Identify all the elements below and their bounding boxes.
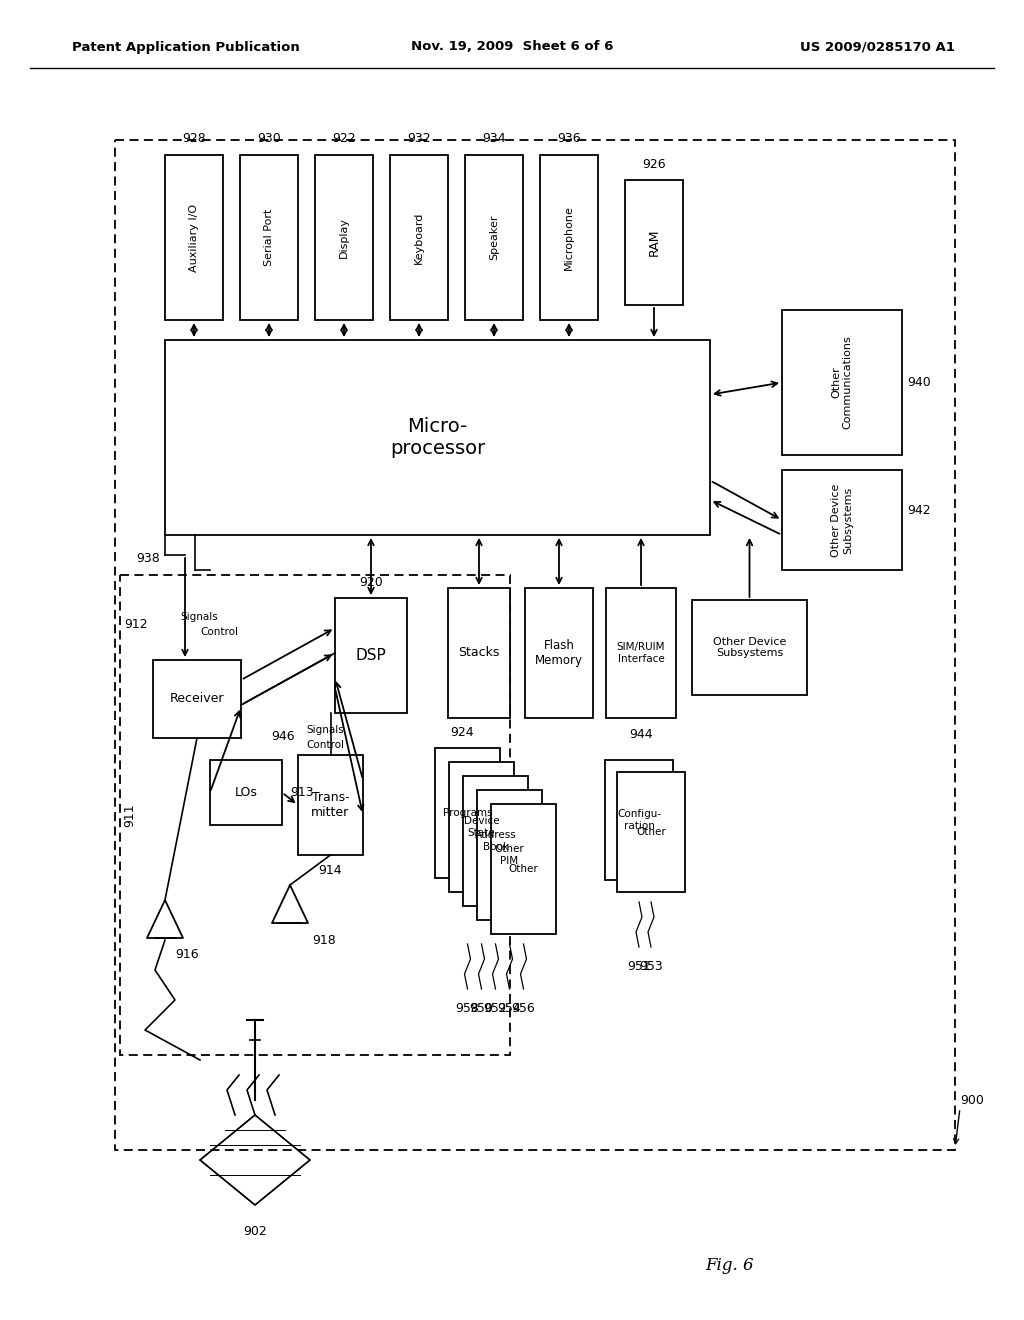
Text: 956: 956 bbox=[512, 1002, 536, 1015]
Text: Other: Other bbox=[636, 828, 666, 837]
Bar bbox=[605, 760, 673, 880]
Text: 916: 916 bbox=[175, 949, 199, 961]
Bar bbox=[449, 762, 514, 892]
Bar bbox=[782, 310, 902, 455]
Text: Receiver: Receiver bbox=[170, 693, 224, 705]
Text: Stacks: Stacks bbox=[459, 647, 500, 660]
Text: Control: Control bbox=[306, 741, 344, 750]
Bar bbox=[120, 576, 510, 1055]
Text: 951: 951 bbox=[627, 960, 651, 973]
Text: 954: 954 bbox=[498, 1002, 521, 1015]
Bar bbox=[240, 154, 298, 319]
Text: Auxiliary I/O: Auxiliary I/O bbox=[189, 203, 199, 272]
Bar bbox=[617, 772, 685, 892]
Text: Microphone: Microphone bbox=[564, 205, 574, 269]
Text: 950: 950 bbox=[470, 1002, 494, 1015]
Bar bbox=[692, 601, 807, 696]
Bar bbox=[390, 154, 449, 319]
Text: Other: Other bbox=[509, 865, 539, 874]
Text: 942: 942 bbox=[907, 503, 931, 516]
Text: 938: 938 bbox=[136, 552, 160, 565]
Text: Keyboard: Keyboard bbox=[414, 211, 424, 264]
Text: Signals: Signals bbox=[306, 725, 344, 735]
Text: 944: 944 bbox=[629, 727, 653, 741]
Text: 911: 911 bbox=[124, 803, 136, 826]
Text: Programs: Programs bbox=[442, 808, 493, 818]
Text: 940: 940 bbox=[907, 376, 931, 389]
Bar bbox=[625, 180, 683, 305]
Bar bbox=[490, 804, 556, 935]
Bar bbox=[153, 660, 241, 738]
Bar bbox=[449, 587, 510, 718]
Bar bbox=[115, 140, 955, 1150]
Text: Patent Application Publication: Patent Application Publication bbox=[72, 41, 300, 54]
Bar bbox=[298, 755, 362, 855]
Text: 928: 928 bbox=[182, 132, 206, 145]
Text: Address
Book: Address Book bbox=[475, 830, 516, 851]
Text: 922: 922 bbox=[332, 132, 355, 145]
Text: Micro-
processor: Micro- processor bbox=[390, 417, 485, 458]
Text: 912: 912 bbox=[124, 619, 148, 631]
Bar bbox=[477, 789, 542, 920]
Text: SIM/RUIM
Interface: SIM/RUIM Interface bbox=[616, 643, 666, 664]
Text: Signals: Signals bbox=[180, 612, 218, 622]
Text: Other
PIM: Other PIM bbox=[495, 845, 524, 866]
Text: 946: 946 bbox=[271, 730, 295, 743]
Text: US 2009/0285170 A1: US 2009/0285170 A1 bbox=[800, 41, 955, 54]
Text: RAM: RAM bbox=[647, 228, 660, 256]
Bar bbox=[540, 154, 598, 319]
Bar bbox=[210, 760, 282, 825]
Text: Control: Control bbox=[200, 627, 238, 638]
Text: 930: 930 bbox=[257, 132, 281, 145]
Bar bbox=[525, 587, 593, 718]
Text: Other
Communications: Other Communications bbox=[831, 335, 853, 429]
Text: 913: 913 bbox=[290, 785, 313, 799]
Text: DSP: DSP bbox=[355, 648, 386, 663]
Text: Fig. 6: Fig. 6 bbox=[706, 1257, 755, 1274]
Bar bbox=[165, 154, 223, 319]
Text: 900: 900 bbox=[961, 1093, 984, 1106]
Text: 952: 952 bbox=[483, 1002, 507, 1015]
Text: LOs: LOs bbox=[234, 785, 257, 799]
Bar bbox=[782, 470, 902, 570]
Text: 924: 924 bbox=[451, 726, 474, 739]
Text: Other Device
Subsystems: Other Device Subsystems bbox=[713, 636, 786, 659]
Bar bbox=[606, 587, 676, 718]
Text: 934: 934 bbox=[482, 132, 506, 145]
Text: Device
State: Device State bbox=[464, 816, 500, 838]
Text: Serial Port: Serial Port bbox=[264, 209, 274, 267]
Text: 932: 932 bbox=[408, 132, 431, 145]
Text: 914: 914 bbox=[318, 865, 342, 878]
Text: Speaker: Speaker bbox=[489, 215, 499, 260]
Text: Other Device
Subsystems: Other Device Subsystems bbox=[831, 483, 853, 557]
Bar bbox=[463, 776, 528, 906]
Text: 953: 953 bbox=[639, 960, 663, 973]
Text: Nov. 19, 2009  Sheet 6 of 6: Nov. 19, 2009 Sheet 6 of 6 bbox=[411, 41, 613, 54]
Bar bbox=[465, 154, 523, 319]
Text: 920: 920 bbox=[359, 576, 383, 589]
Text: 958: 958 bbox=[456, 1002, 479, 1015]
Text: 926: 926 bbox=[642, 157, 666, 170]
Text: Display: Display bbox=[339, 216, 349, 257]
Bar bbox=[315, 154, 373, 319]
Text: Flash
Memory: Flash Memory bbox=[535, 639, 583, 667]
Text: 936: 936 bbox=[557, 132, 581, 145]
Bar bbox=[335, 598, 407, 713]
Text: 902: 902 bbox=[243, 1225, 267, 1238]
Text: Configu-
ration: Configu- ration bbox=[616, 809, 662, 830]
Bar bbox=[435, 748, 500, 878]
Text: Trans-
mitter: Trans- mitter bbox=[311, 791, 349, 818]
Text: 918: 918 bbox=[312, 933, 336, 946]
Bar bbox=[165, 341, 710, 535]
